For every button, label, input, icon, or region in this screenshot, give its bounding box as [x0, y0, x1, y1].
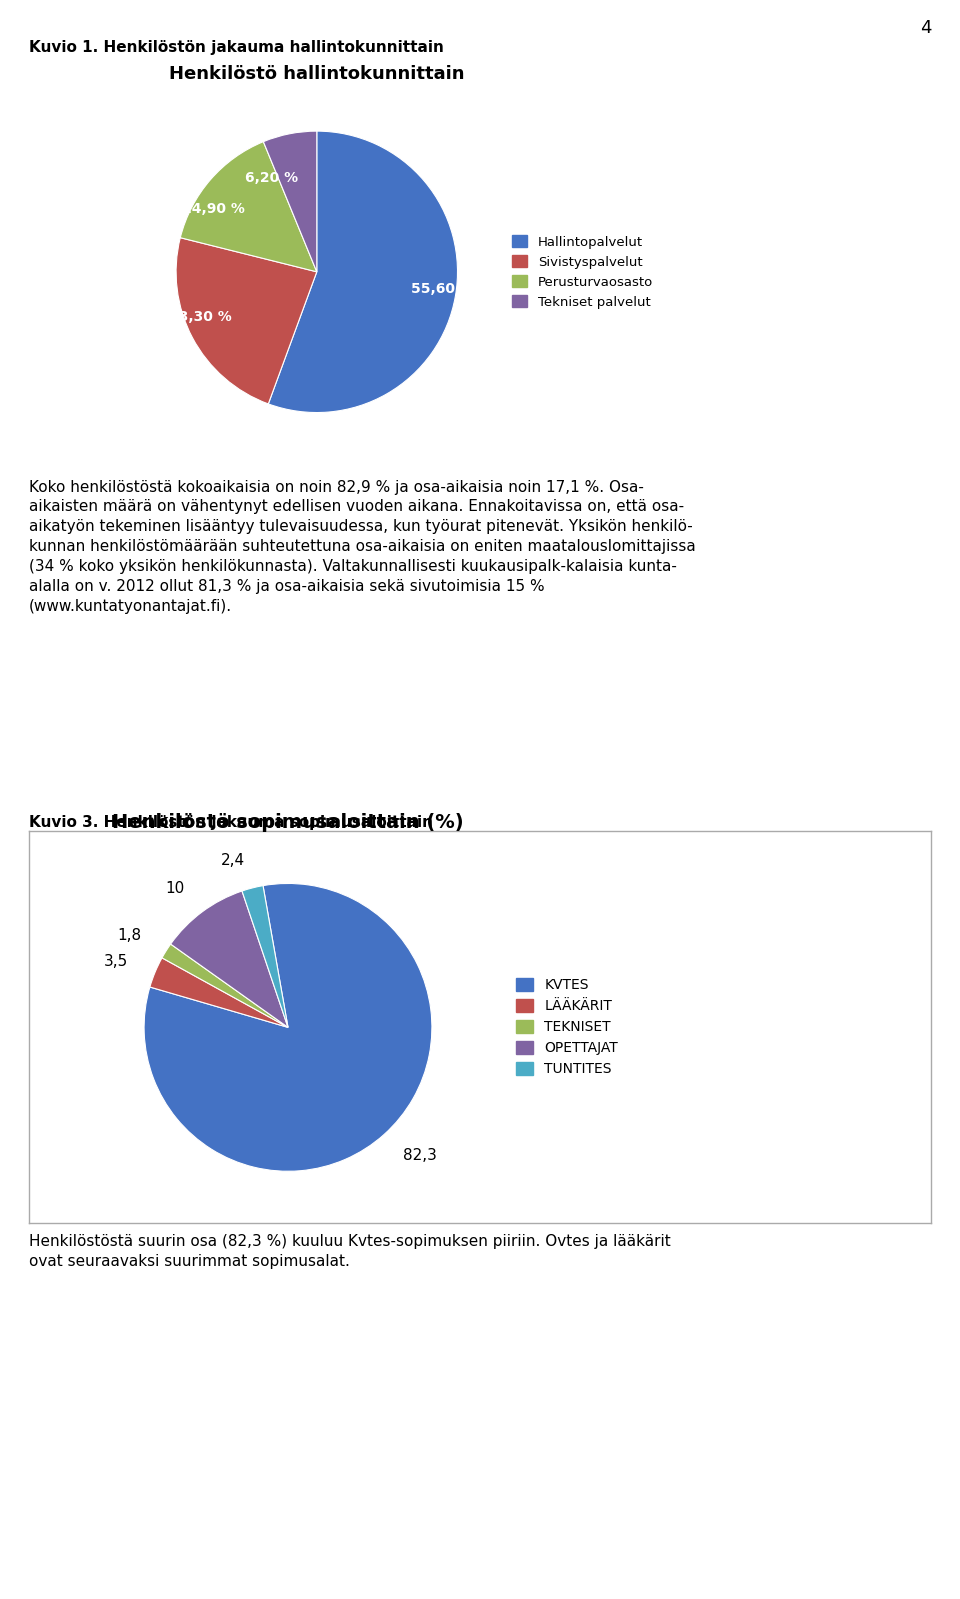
- Wedge shape: [162, 943, 288, 1028]
- Text: Koko henkilöstöstä kokoaikaisia on noin 82,9 % ja osa-aikaisia noin 17,1 %. Osa-: Koko henkilöstöstä kokoaikaisia on noin …: [29, 480, 696, 614]
- Wedge shape: [268, 131, 458, 413]
- Text: 3,5: 3,5: [105, 953, 129, 969]
- Title: Henkilöstö hallintokunnittain: Henkilöstö hallintokunnittain: [169, 66, 465, 83]
- Text: Kuvio 3. Henkilöstön jakauma sopimusaloittain: Kuvio 3. Henkilöstön jakauma sopimusaloi…: [29, 815, 433, 830]
- Wedge shape: [144, 884, 432, 1170]
- Text: 10: 10: [166, 881, 185, 897]
- Legend: Hallintopalvelut, Sivistyspalvelut, Perusturvaosasto, Tekniset palvelut: Hallintopalvelut, Sivistyspalvelut, Peru…: [506, 230, 659, 313]
- Text: Henkilöstöstä suurin osa (82,3 %) kuuluu Kvtes-sopimuksen piiriin. Ovtes ja lääk: Henkilöstöstä suurin osa (82,3 %) kuuluu…: [29, 1234, 670, 1270]
- Text: 14,90 %: 14,90 %: [181, 201, 245, 216]
- Wedge shape: [180, 142, 317, 272]
- Legend: KVTES, LÄÄKÄRIT, TEKNISET, OPETTAJAT, TUNTITES: KVTES, LÄÄKÄRIT, TEKNISET, OPETTAJAT, TU…: [511, 972, 623, 1083]
- Text: 82,3: 82,3: [403, 1148, 437, 1164]
- Title: Henkilöstö sopimusaloittain (%): Henkilöstö sopimusaloittain (%): [112, 812, 464, 831]
- Text: Kuvio 1. Henkilöstön jakauma hallintokunnittain: Kuvio 1. Henkilöstön jakauma hallintokun…: [29, 40, 444, 54]
- Wedge shape: [242, 886, 288, 1028]
- Wedge shape: [171, 891, 288, 1028]
- Wedge shape: [176, 238, 317, 405]
- Wedge shape: [150, 958, 288, 1028]
- Wedge shape: [263, 131, 317, 272]
- Text: 2,4: 2,4: [221, 852, 246, 868]
- Text: 23,30 %: 23,30 %: [170, 310, 232, 323]
- Text: 55,60 %: 55,60 %: [411, 281, 474, 296]
- Text: 1,8: 1,8: [118, 927, 142, 943]
- Text: 6,20 %: 6,20 %: [245, 171, 299, 185]
- Text: 4: 4: [920, 19, 931, 37]
